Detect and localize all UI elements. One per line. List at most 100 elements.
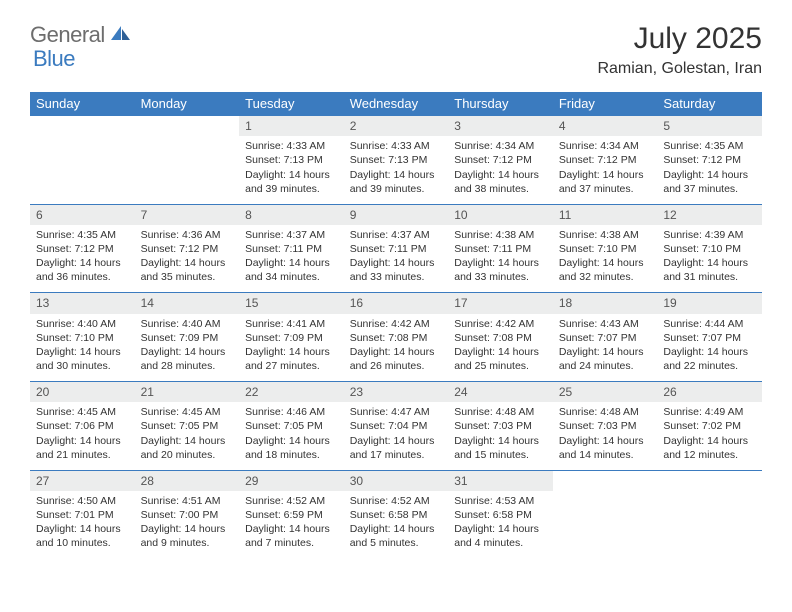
logo-text-blue: Blue <box>33 46 75 71</box>
sunset-line: Sunset: 7:03 PM <box>454 419 547 433</box>
day-content-cell <box>30 136 135 204</box>
daylight-line: Daylight: 14 hours and 4 minutes. <box>454 522 547 550</box>
day-header: Monday <box>135 92 240 116</box>
sunrise-line: Sunrise: 4:45 AM <box>36 405 129 419</box>
location: Ramian, Golestan, Iran <box>597 60 762 78</box>
day-number-cell: 25 <box>553 382 658 403</box>
sunset-line: Sunset: 7:12 PM <box>559 153 652 167</box>
daylight-line: Daylight: 14 hours and 18 minutes. <box>245 434 338 462</box>
sunrise-line: Sunrise: 4:45 AM <box>141 405 234 419</box>
day-number-cell: 10 <box>448 204 553 225</box>
day-number-cell: 21 <box>135 382 240 403</box>
daylight-line: Daylight: 14 hours and 37 minutes. <box>663 168 756 196</box>
sunrise-line: Sunrise: 4:42 AM <box>350 317 443 331</box>
daylight-line: Daylight: 14 hours and 17 minutes. <box>350 434 443 462</box>
day-header: Friday <box>553 92 658 116</box>
day-content-cell: Sunrise: 4:35 AMSunset: 7:12 PMDaylight:… <box>657 136 762 204</box>
day-number-cell <box>553 470 658 491</box>
day-number-cell: 11 <box>553 204 658 225</box>
day-content-row: Sunrise: 4:40 AMSunset: 7:10 PMDaylight:… <box>30 314 762 382</box>
daylight-line: Daylight: 14 hours and 36 minutes. <box>36 256 129 284</box>
logo-sail-icon <box>110 24 132 47</box>
sunrise-line: Sunrise: 4:46 AM <box>245 405 338 419</box>
day-content-cell: Sunrise: 4:48 AMSunset: 7:03 PMDaylight:… <box>448 402 553 470</box>
day-content-cell <box>135 136 240 204</box>
day-content-cell: Sunrise: 4:53 AMSunset: 6:58 PMDaylight:… <box>448 491 553 559</box>
sunrise-line: Sunrise: 4:38 AM <box>454 228 547 242</box>
day-number-cell: 26 <box>657 382 762 403</box>
day-number-row: 13141516171819 <box>30 293 762 314</box>
day-content-cell: Sunrise: 4:42 AMSunset: 7:08 PMDaylight:… <box>344 314 449 382</box>
daylight-line: Daylight: 14 hours and 37 minutes. <box>559 168 652 196</box>
day-content-cell: Sunrise: 4:38 AMSunset: 7:11 PMDaylight:… <box>448 225 553 293</box>
sunrise-line: Sunrise: 4:47 AM <box>350 405 443 419</box>
title-block: July 2025 Ramian, Golestan, Iran <box>597 22 762 78</box>
sunrise-line: Sunrise: 4:43 AM <box>559 317 652 331</box>
day-number-cell: 8 <box>239 204 344 225</box>
daylight-line: Daylight: 14 hours and 32 minutes. <box>559 256 652 284</box>
day-content-cell: Sunrise: 4:45 AMSunset: 7:06 PMDaylight:… <box>30 402 135 470</box>
day-number-cell: 5 <box>657 116 762 137</box>
day-content-row: Sunrise: 4:35 AMSunset: 7:12 PMDaylight:… <box>30 225 762 293</box>
daylight-line: Daylight: 14 hours and 28 minutes. <box>141 345 234 373</box>
day-number-cell: 9 <box>344 204 449 225</box>
sunset-line: Sunset: 7:08 PM <box>350 331 443 345</box>
daylight-line: Daylight: 14 hours and 33 minutes. <box>350 256 443 284</box>
day-content-cell: Sunrise: 4:52 AMSunset: 6:58 PMDaylight:… <box>344 491 449 559</box>
day-header: Saturday <box>657 92 762 116</box>
calendar-table: Sunday Monday Tuesday Wednesday Thursday… <box>30 92 762 559</box>
day-number-cell: 27 <box>30 470 135 491</box>
day-number-row: 12345 <box>30 116 762 137</box>
day-number-cell <box>30 116 135 137</box>
day-number-cell <box>135 116 240 137</box>
sunrise-line: Sunrise: 4:41 AM <box>245 317 338 331</box>
day-number-cell: 22 <box>239 382 344 403</box>
sunset-line: Sunset: 6:58 PM <box>454 508 547 522</box>
daylight-line: Daylight: 14 hours and 14 minutes. <box>559 434 652 462</box>
day-number-cell: 15 <box>239 293 344 314</box>
day-number-cell: 18 <box>553 293 658 314</box>
day-content-cell: Sunrise: 4:35 AMSunset: 7:12 PMDaylight:… <box>30 225 135 293</box>
sunset-line: Sunset: 7:11 PM <box>245 242 338 256</box>
day-number-cell: 24 <box>448 382 553 403</box>
daylight-line: Daylight: 14 hours and 7 minutes. <box>245 522 338 550</box>
daylight-line: Daylight: 14 hours and 25 minutes. <box>454 345 547 373</box>
sunrise-line: Sunrise: 4:34 AM <box>454 139 547 153</box>
sunrise-line: Sunrise: 4:35 AM <box>663 139 756 153</box>
daylight-line: Daylight: 14 hours and 24 minutes. <box>559 345 652 373</box>
daylight-line: Daylight: 14 hours and 12 minutes. <box>663 434 756 462</box>
day-content-cell: Sunrise: 4:45 AMSunset: 7:05 PMDaylight:… <box>135 402 240 470</box>
daylight-line: Daylight: 14 hours and 39 minutes. <box>245 168 338 196</box>
day-content-cell: Sunrise: 4:42 AMSunset: 7:08 PMDaylight:… <box>448 314 553 382</box>
day-content-cell: Sunrise: 4:34 AMSunset: 7:12 PMDaylight:… <box>553 136 658 204</box>
day-number-row: 20212223242526 <box>30 382 762 403</box>
daylight-line: Daylight: 14 hours and 5 minutes. <box>350 522 443 550</box>
day-number-row: 6789101112 <box>30 204 762 225</box>
sunset-line: Sunset: 7:13 PM <box>245 153 338 167</box>
daylight-line: Daylight: 14 hours and 9 minutes. <box>141 522 234 550</box>
daylight-line: Daylight: 14 hours and 35 minutes. <box>141 256 234 284</box>
day-content-cell: Sunrise: 4:40 AMSunset: 7:09 PMDaylight:… <box>135 314 240 382</box>
day-number-cell: 2 <box>344 116 449 137</box>
sunrise-line: Sunrise: 4:48 AM <box>454 405 547 419</box>
sunrise-line: Sunrise: 4:53 AM <box>454 494 547 508</box>
day-content-cell: Sunrise: 4:46 AMSunset: 7:05 PMDaylight:… <box>239 402 344 470</box>
day-header: Wednesday <box>344 92 449 116</box>
day-content-cell: Sunrise: 4:33 AMSunset: 7:13 PMDaylight:… <box>344 136 449 204</box>
day-content-cell: Sunrise: 4:52 AMSunset: 6:59 PMDaylight:… <box>239 491 344 559</box>
sunset-line: Sunset: 7:12 PM <box>454 153 547 167</box>
day-content-cell: Sunrise: 4:43 AMSunset: 7:07 PMDaylight:… <box>553 314 658 382</box>
day-number-cell: 13 <box>30 293 135 314</box>
daylight-line: Daylight: 14 hours and 21 minutes. <box>36 434 129 462</box>
day-number-cell: 1 <box>239 116 344 137</box>
day-content-cell: Sunrise: 4:36 AMSunset: 7:12 PMDaylight:… <box>135 225 240 293</box>
day-content-cell <box>657 491 762 559</box>
sunrise-line: Sunrise: 4:44 AM <box>663 317 756 331</box>
day-content-cell: Sunrise: 4:49 AMSunset: 7:02 PMDaylight:… <box>657 402 762 470</box>
daylight-line: Daylight: 14 hours and 34 minutes. <box>245 256 338 284</box>
sunset-line: Sunset: 7:09 PM <box>245 331 338 345</box>
sunset-line: Sunset: 7:04 PM <box>350 419 443 433</box>
day-number-cell: 19 <box>657 293 762 314</box>
sunset-line: Sunset: 7:07 PM <box>663 331 756 345</box>
sunrise-line: Sunrise: 4:34 AM <box>559 139 652 153</box>
